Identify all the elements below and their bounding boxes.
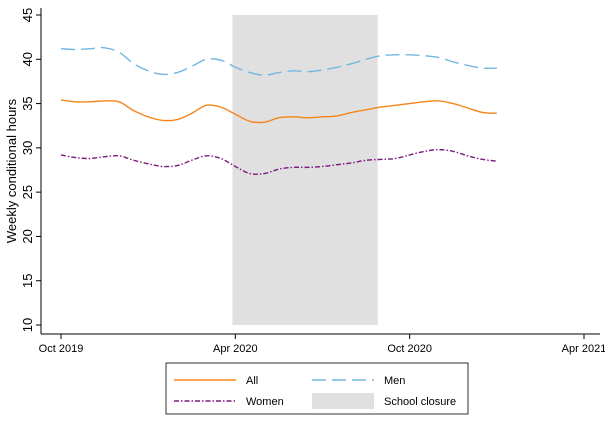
legend-label: School closure	[384, 396, 456, 408]
y-tick-label: 25	[20, 185, 35, 199]
plot-area	[60, 15, 497, 325]
school-closure-region	[232, 15, 378, 325]
axes: 10 15 20 25 30 35 40 45 Oct 2019 Apr 2020 Oct 2020…	[4, 8, 605, 355]
legend-label: Men	[384, 375, 405, 387]
x-tick-label: Oct 2019	[39, 343, 84, 355]
x-tick-label: Apr 2021	[562, 343, 605, 355]
legend-swatch-school-closure	[312, 393, 374, 409]
series-line-women	[60, 148, 497, 175]
y-axis-label: Weekly conditional hours	[4, 98, 19, 243]
legend-label: All	[246, 375, 258, 387]
series-line-all	[60, 99, 497, 124]
y-tick-label: 45	[20, 8, 35, 22]
legend-label: Women	[246, 396, 284, 408]
x-tick-label: Apr 2020	[213, 343, 258, 355]
y-tick-label: 15	[20, 273, 35, 287]
x-tick-label: Oct 2020	[387, 343, 432, 355]
y-tick-label: 40	[20, 52, 35, 66]
y-tick-label: 20	[20, 229, 35, 243]
y-tick-label: 35	[20, 96, 35, 110]
y-tick-label: 30	[20, 141, 35, 155]
y-tick-label: 10	[20, 318, 35, 332]
legend: All Men Women School closure	[165, 362, 469, 415]
series-line-men	[60, 46, 497, 76]
